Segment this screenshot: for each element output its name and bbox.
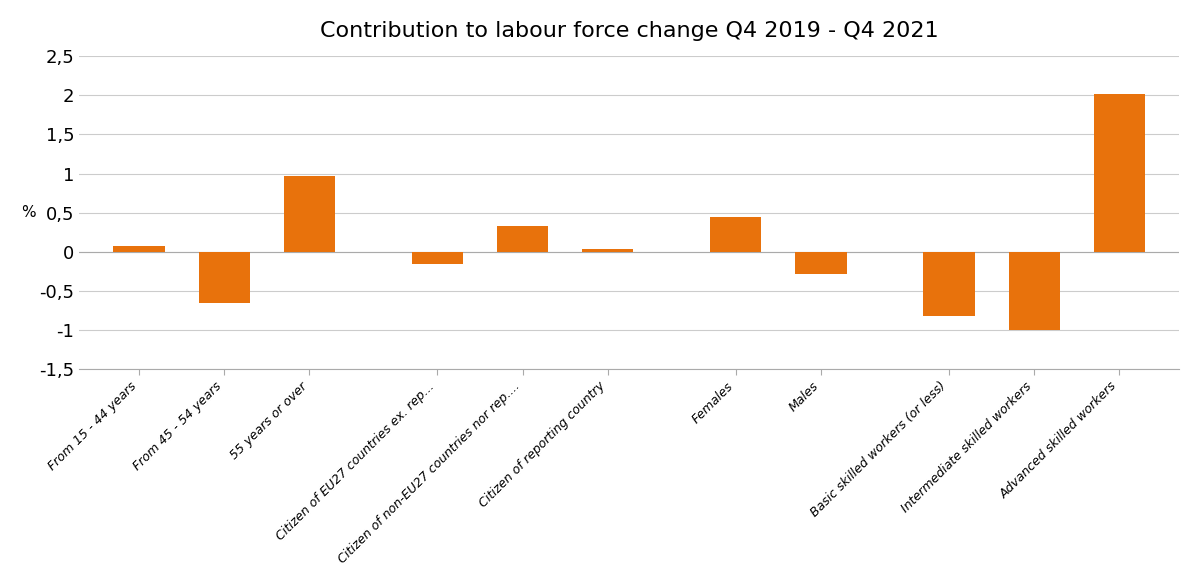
Bar xyxy=(1009,252,1060,330)
Bar xyxy=(113,247,164,252)
Bar xyxy=(796,252,847,274)
Bar xyxy=(582,249,634,252)
Bar xyxy=(710,217,761,252)
Bar xyxy=(923,252,974,316)
Bar xyxy=(284,176,335,252)
Bar xyxy=(199,252,250,303)
Bar xyxy=(1094,94,1145,252)
Bar xyxy=(412,252,463,264)
Y-axis label: %: % xyxy=(20,205,36,220)
Bar xyxy=(497,226,548,252)
Title: Contribution to labour force change Q4 2019 - Q4 2021: Contribution to labour force change Q4 2… xyxy=(320,21,938,41)
